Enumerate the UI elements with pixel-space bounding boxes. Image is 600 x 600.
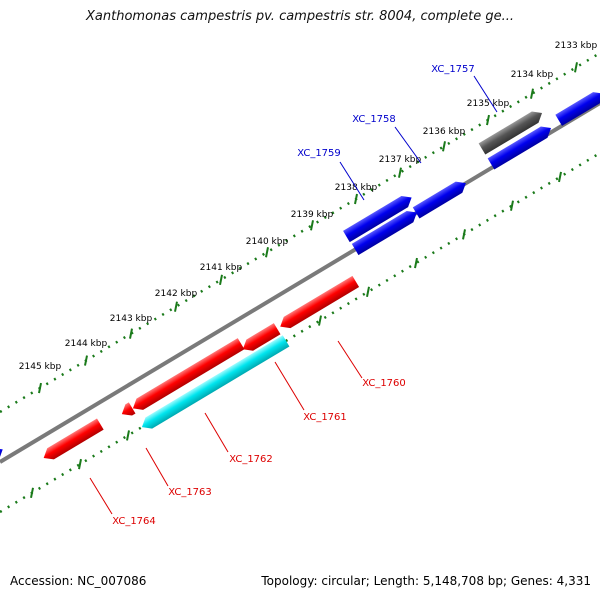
gene-xc-1764[interactable] — [40, 418, 104, 463]
label-leader-line — [339, 161, 365, 201]
major-tick — [574, 62, 578, 73]
major-tick — [510, 200, 514, 211]
major-tick — [30, 487, 34, 499]
gene-xc-1763-small[interactable] — [119, 402, 136, 419]
gene-label[interactable]: XC_1764 — [112, 516, 156, 527]
gene-group — [0, 88, 600, 465]
gene-label[interactable]: XC_1760 — [362, 378, 406, 389]
gene-xc-1760[interactable] — [277, 275, 360, 332]
tick-label: 2142 kbp — [155, 289, 198, 299]
gene-xc-1761[interactable] — [240, 323, 281, 355]
label-leader-line — [145, 447, 169, 487]
major-tick — [398, 167, 402, 178]
major-tick — [486, 114, 490, 126]
gene-label[interactable]: XC_1763 — [168, 487, 212, 498]
major-tick — [38, 382, 42, 394]
label-leader-line — [394, 126, 422, 164]
tick-label: 2143 kbp — [110, 314, 153, 324]
gene-other[interactable] — [478, 107, 546, 155]
major-tick — [462, 229, 466, 240]
gene-arrow-icon — [487, 126, 552, 170]
tick-label: 2139 kbp — [291, 210, 334, 220]
tick-label: 2144 kbp — [65, 339, 108, 349]
gene-xc-1763[interactable] — [130, 338, 245, 414]
tick-label: 2133 kbp — [555, 41, 598, 51]
major-tick — [442, 141, 446, 152]
major-tick — [310, 220, 314, 231]
major-tick — [174, 301, 178, 312]
gene-label[interactable]: XC_1757 — [431, 64, 475, 75]
label-lines — [89, 75, 498, 515]
tick-label: 2137 kbp — [379, 155, 422, 165]
major-tick — [84, 355, 88, 366]
label-leader-line — [274, 361, 305, 411]
gene-arrow-icon — [478, 111, 543, 155]
inner-tick-ring — [0, 151, 600, 514]
gene-label[interactable]: XC_1758 — [352, 114, 396, 125]
tick-label: 2140 kbp — [246, 237, 289, 247]
label-group: XC_1757 XC_1758 XC_1759 XC_1760 XC_1761 XC_17… — [112, 64, 475, 527]
gene-arrow-icon — [280, 275, 360, 329]
major-tick — [219, 274, 223, 285]
major-tick — [265, 247, 269, 258]
gene-xc-1758[interactable] — [412, 178, 469, 219]
gene-label[interactable]: XC_1759 — [297, 148, 341, 159]
label-leader-line — [473, 75, 498, 113]
genome-stats: Topology: circular; Length: 5,148,708 bp… — [261, 574, 591, 588]
major-tick — [354, 193, 358, 205]
gene-label[interactable]: XC_1762 — [229, 454, 273, 465]
label-leader-line — [337, 340, 363, 379]
gene-arrow-icon — [412, 181, 466, 219]
gene-arrow-icon — [121, 402, 136, 416]
label-leader-line — [89, 477, 113, 515]
gene-arrow-icon — [141, 335, 290, 429]
gene-xc-1759b[interactable] — [351, 207, 420, 256]
major-tick — [414, 257, 418, 269]
gene-xc-1759[interactable] — [343, 192, 415, 243]
tick-label: 2145 kbp — [19, 362, 62, 372]
gene-arrow-icon — [343, 196, 412, 243]
tick-label: 2134 kbp — [511, 70, 554, 80]
tick-label: 2135 kbp — [467, 99, 510, 109]
gene-label[interactable]: XC_1761 — [303, 412, 347, 423]
tick-label: 2141 kbp — [200, 263, 243, 273]
gene-arrow-icon — [242, 323, 281, 351]
major-tick — [129, 328, 133, 339]
map-title: Xanthomonas campestris pv. campestris st… — [86, 9, 514, 24]
major-tick — [318, 315, 322, 326]
gene-arrow-icon — [132, 338, 245, 410]
outer-tick-ring — [0, 51, 600, 414]
gene-arrow-icon — [351, 211, 417, 256]
major-tick — [530, 88, 534, 99]
gene-arrow-icon — [555, 92, 600, 126]
gene-forward-edge[interactable] — [555, 88, 600, 126]
gene-xc-1757[interactable] — [487, 122, 555, 170]
tick-label: 2136 kbp — [423, 127, 466, 137]
major-tick — [366, 286, 370, 298]
major-tick — [126, 430, 130, 441]
major-tick — [78, 458, 82, 470]
accession-label: Accession: NC_007086 — [10, 574, 147, 588]
gene-arrow-icon — [43, 418, 104, 460]
major-tick — [558, 171, 562, 183]
tick-group: 2133 kbp 2134 kbp 2135 kbp 2136 kbp 2137 kbp… — [19, 41, 598, 499]
gene-xc-1762[interactable] — [139, 335, 290, 432]
label-leader-line — [204, 412, 229, 453]
